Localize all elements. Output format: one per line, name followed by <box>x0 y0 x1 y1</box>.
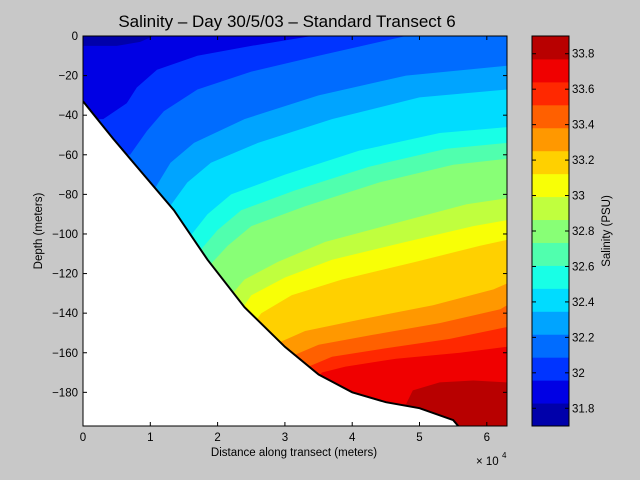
colorbar-tick-label: 32.4 <box>572 297 595 309</box>
colorbar-swatch <box>532 242 569 266</box>
y-tick-label: −40 <box>58 110 78 122</box>
colorbar-tick-label: 33.8 <box>572 49 594 61</box>
x-axis-label: Distance along transect (meters) <box>211 447 377 459</box>
colorbar-swatch <box>532 219 569 243</box>
colorbar-tick-label: 32.6 <box>572 261 594 273</box>
x-tick-label: 5 <box>416 432 422 444</box>
y-tick-label: −140 <box>52 308 78 320</box>
y-tick-label: −20 <box>58 71 78 83</box>
y-tick-label: −160 <box>52 348 78 360</box>
x-axis: 0 1 2 3 4 5 6 <box>80 36 490 444</box>
seafloor-line <box>83 100 460 426</box>
y-axis: 0 −20 −40 −60 −80 −100 −120 −140 −160 −180 <box>52 31 507 399</box>
colorbar-swatch <box>532 36 569 60</box>
contour-band <box>83 36 507 46</box>
y-tick-label: −180 <box>52 387 78 399</box>
colorbar-swatch <box>532 81 569 106</box>
colorbar-tick-label: 31.8 <box>572 403 594 415</box>
plot-area <box>82 35 508 427</box>
colorbar-swatch <box>532 104 569 129</box>
colorbar-tick-label: 32.8 <box>572 226 594 238</box>
x-exponent-base: × 10 <box>476 456 499 468</box>
y-tick-label: −120 <box>52 269 78 281</box>
colorbar-swatch <box>532 311 569 335</box>
y-tick-label: 0 <box>72 31 78 43</box>
plot-frame <box>82 35 508 427</box>
colorbar-ticks: 31.8 32 32.2 32.4 32.6 32.8 33 33.2 33.4 33.6 33.8 <box>532 49 595 415</box>
y-tick-label: −80 <box>58 189 78 201</box>
x-tick-label: 1 <box>147 432 153 444</box>
colorbar-swatch <box>532 196 569 221</box>
colorbar-tick-label: 33.6 <box>572 84 594 96</box>
x-exponent-power: 4 <box>502 451 507 460</box>
colorbar-swatch <box>532 265 569 289</box>
seafloor-mask <box>83 101 459 426</box>
colorbar-swatch <box>532 173 569 198</box>
colorbar-swatch <box>532 288 569 312</box>
x-tick-label: 2 <box>214 432 220 444</box>
colorbar-swatch <box>532 334 569 358</box>
colorbar-label: Salinity (PSU) <box>601 195 613 267</box>
colorbar-tick-label: 32.2 <box>572 332 594 344</box>
colorbar-swatch <box>532 403 569 427</box>
x-tick-label: 3 <box>282 432 288 444</box>
x-tick-label: 6 <box>484 432 490 444</box>
contour-band <box>83 36 507 155</box>
y-axis-label: Depth (meters) <box>33 192 45 269</box>
colorbar-tick-label: 33.4 <box>572 120 595 132</box>
colorbar-swatches <box>532 36 569 427</box>
contour-band <box>83 36 507 120</box>
x-tick-label: 0 <box>80 432 86 444</box>
x-tick-label: 4 <box>349 432 356 444</box>
y-tick-label: −60 <box>58 150 78 162</box>
colorbar: 31.8 32 32.2 32.4 32.6 32.8 33 33.2 33.4 33.6 33.8… <box>531 35 613 427</box>
x-exponent: × 10 4 <box>476 451 507 468</box>
colorbar-tick-label: 33 <box>572 191 585 203</box>
colorbar-swatch <box>532 357 569 381</box>
colorbar-swatch <box>532 58 569 83</box>
colorbar-swatch <box>532 127 569 152</box>
colorbar-swatch <box>532 380 569 404</box>
chart-title: Salinity – Day 30/5/03 – Standard Transe… <box>118 12 455 31</box>
y-tick-label: −100 <box>52 229 78 241</box>
colorbar-swatch <box>532 150 569 175</box>
colorbar-tick-label: 33.2 <box>572 155 594 167</box>
colorbar-tick-label: 32 <box>572 368 585 380</box>
